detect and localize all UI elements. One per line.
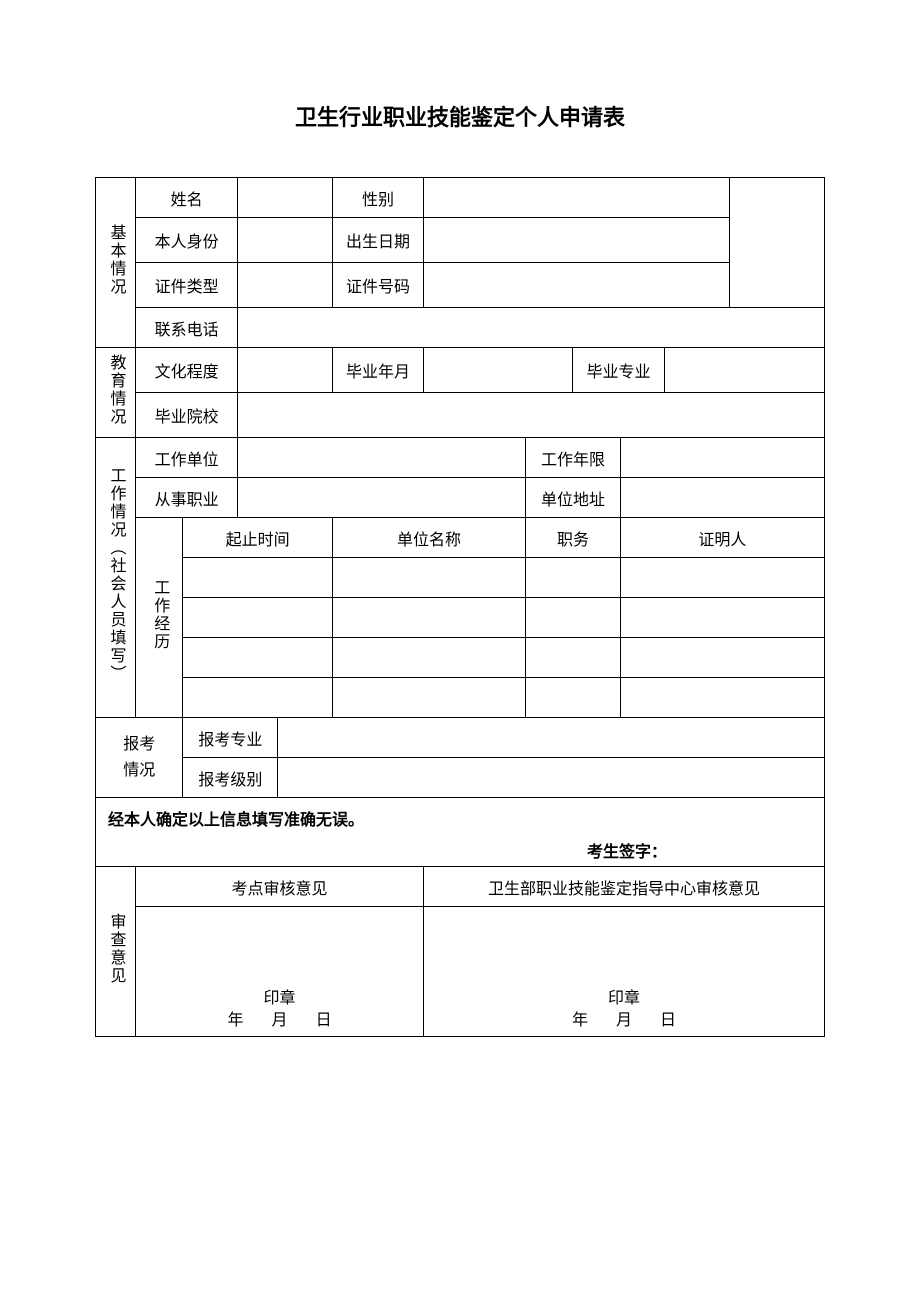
confirm-text: 经本人确定以上信息填写准确无误。: [108, 812, 364, 829]
header-unitname: 单位名称: [332, 518, 525, 558]
hist-period[interactable]: [183, 638, 332, 678]
value-phone[interactable]: [238, 308, 825, 348]
value-name[interactable]: [238, 178, 333, 218]
label-gradym: 毕业年月: [332, 348, 423, 393]
hist-witness[interactable]: [620, 638, 824, 678]
label-idno: 证件号码: [332, 263, 423, 308]
page-title: 卫生行业职业技能鉴定个人申请表: [95, 100, 825, 132]
hist-position[interactable]: [526, 558, 621, 598]
hist-witness[interactable]: [620, 598, 824, 638]
header-position: 职务: [526, 518, 621, 558]
header-witness: 证明人: [620, 518, 824, 558]
value-gender[interactable]: [424, 178, 730, 218]
form-table: 基本情况 姓名 性别 本人身份 出生日期 证件类型 证件号码 联系电话 教育情况…: [95, 177, 825, 1037]
value-occupation[interactable]: [238, 478, 526, 518]
hist-unit[interactable]: [332, 598, 525, 638]
value-unitaddr[interactable]: [620, 478, 824, 518]
value-idtype[interactable]: [238, 263, 333, 308]
value-exammajor[interactable]: [278, 718, 825, 758]
hist-unit[interactable]: [332, 558, 525, 598]
label-name: 姓名: [136, 178, 238, 218]
review-center-title: 卫生部职业技能鉴定指导中心审核意见: [424, 867, 825, 907]
confirm-cell: 经本人确定以上信息填写准确无误。 考生签字：: [96, 798, 825, 867]
stamp-label: 印章: [138, 984, 421, 1008]
label-exammajor: 报考专业: [183, 718, 278, 758]
value-idno[interactable]: [424, 263, 730, 308]
date-line: 年月日: [138, 1006, 421, 1030]
section-basic: 基本情况: [96, 178, 136, 348]
hist-position[interactable]: [526, 678, 621, 718]
value-workunit[interactable]: [238, 438, 526, 478]
hist-period[interactable]: [183, 558, 332, 598]
hist-witness[interactable]: [620, 678, 824, 718]
label-gradschool: 毕业院校: [136, 393, 238, 438]
hist-unit[interactable]: [332, 638, 525, 678]
value-birth[interactable]: [424, 218, 730, 263]
review-site-title: 考点审核意见: [136, 867, 424, 907]
value-edulevel[interactable]: [238, 348, 333, 393]
date-line: 年月日: [426, 1006, 822, 1030]
section-work: 工作情况（社会人员填写）: [96, 438, 136, 718]
hist-position[interactable]: [526, 598, 621, 638]
section-review: 审查意见: [96, 867, 136, 1037]
label-identity: 本人身份: [136, 218, 238, 263]
label-edulevel: 文化程度: [136, 348, 238, 393]
stamp-label: 印章: [426, 984, 822, 1008]
header-period: 起止时间: [183, 518, 332, 558]
value-gradmajor[interactable]: [664, 348, 824, 393]
page: 卫生行业职业技能鉴定个人申请表 基本情况 姓名 性别 本人: [0, 0, 920, 1037]
label-workunit: 工作单位: [136, 438, 238, 478]
hist-period[interactable]: [183, 678, 332, 718]
review-center-body[interactable]: 印章 年月日: [424, 907, 825, 1037]
label-gradmajor: 毕业专业: [573, 348, 664, 393]
label-occupation: 从事职业: [136, 478, 238, 518]
value-workyears[interactable]: [620, 438, 824, 478]
label-workyears: 工作年限: [526, 438, 621, 478]
label-examlevel: 报考级别: [183, 758, 278, 798]
value-gradschool[interactable]: [238, 393, 825, 438]
label-workhist: 工作经历: [136, 518, 183, 718]
label-gender: 性别: [332, 178, 423, 218]
value-gradym[interactable]: [424, 348, 573, 393]
label-phone: 联系电话: [136, 308, 238, 348]
section-education: 教育情况: [96, 348, 136, 438]
section-exam: 报考情况: [96, 718, 183, 798]
hist-position[interactable]: [526, 638, 621, 678]
hist-period[interactable]: [183, 598, 332, 638]
review-site-body[interactable]: 印章 年月日: [136, 907, 424, 1037]
hist-unit[interactable]: [332, 678, 525, 718]
label-idtype: 证件类型: [136, 263, 238, 308]
hist-witness[interactable]: [620, 558, 824, 598]
signature-label: 考生签字：: [108, 838, 812, 862]
photo-cell: [730, 178, 825, 308]
value-identity[interactable]: [238, 218, 333, 263]
label-unitaddr: 单位地址: [526, 478, 621, 518]
label-birth: 出生日期: [332, 218, 423, 263]
value-examlevel[interactable]: [278, 758, 825, 798]
